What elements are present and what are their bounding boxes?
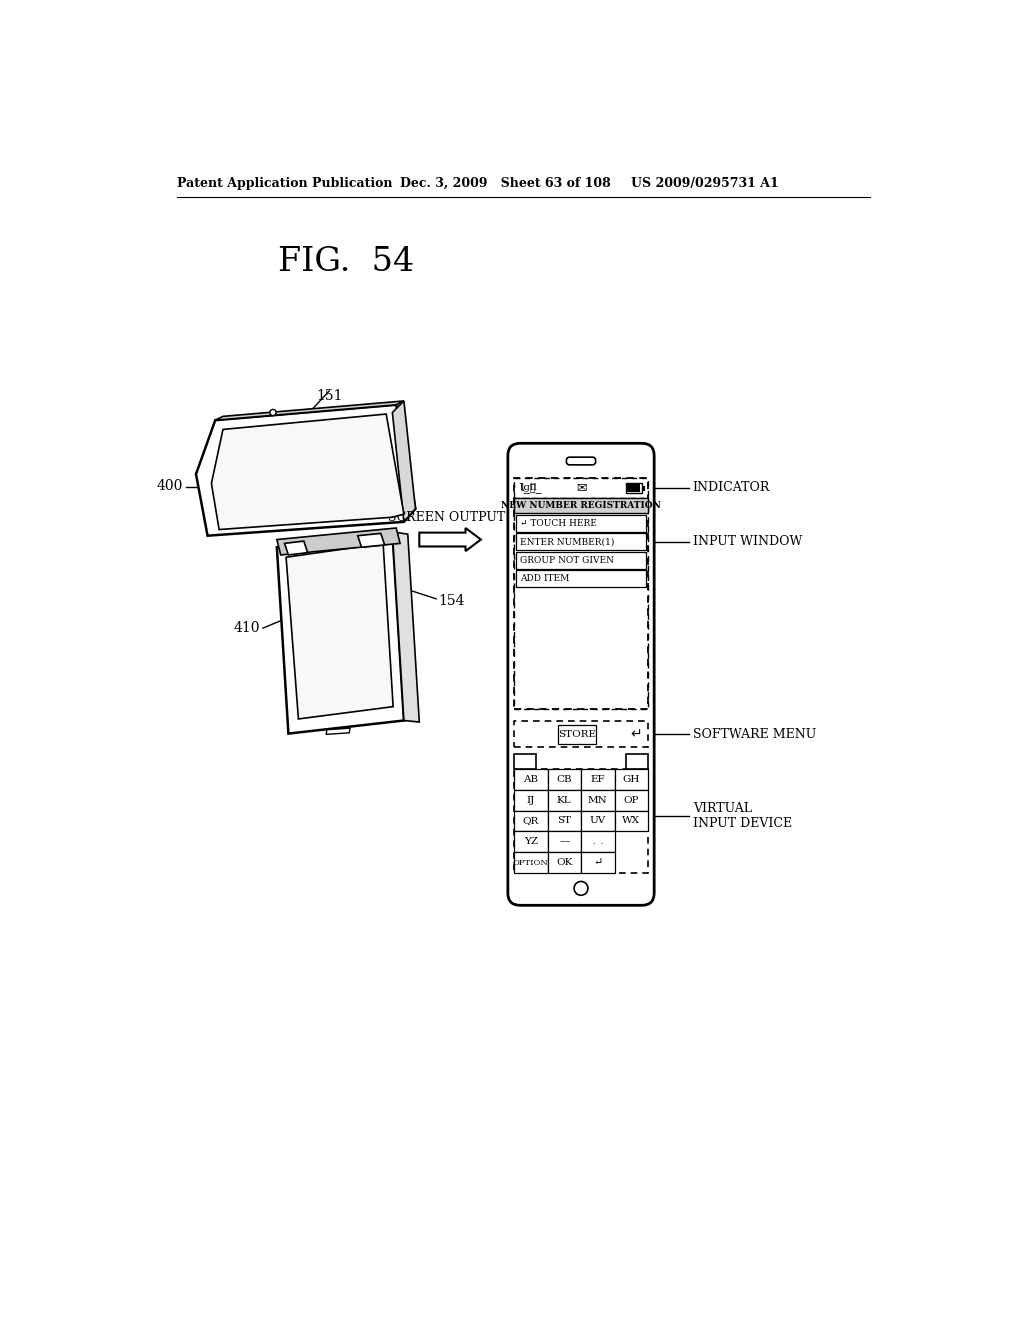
Polygon shape [215,401,403,420]
FancyBboxPatch shape [566,457,596,465]
Polygon shape [326,729,350,734]
Bar [514,498,648,709]
Text: 151: 151 [316,389,342,404]
Text: GROUP NOT GIVEN: GROUP NOT GIVEN [520,556,614,565]
Bar [514,721,648,747]
Text: NEW NUMBER REGISTRATION: NEW NUMBER REGISTRATION [501,502,660,510]
Bar [514,810,548,832]
Bar [581,832,614,853]
Text: WX: WX [623,817,640,825]
Text: ↵ TOUCH HERE: ↵ TOUCH HERE [520,519,597,528]
Text: ENTER NUMBER(1): ENTER NUMBER(1) [520,537,614,546]
Bar [548,789,581,810]
Text: lgll: lgll [520,483,537,492]
Bar [516,570,646,587]
Text: YZ: YZ [523,837,538,846]
FancyBboxPatch shape [508,444,654,906]
Bar [514,478,648,498]
Circle shape [574,882,588,895]
Polygon shape [357,533,385,548]
Bar [516,515,646,532]
Bar [614,810,648,832]
Text: OP: OP [624,796,639,805]
Bar [548,810,581,832]
Bar [514,770,648,873]
Bar [581,810,614,832]
Text: KL: KL [557,796,571,805]
Text: AB: AB [523,775,539,784]
Bar [514,832,548,853]
Text: SOFTWARE MENU: SOFTWARE MENU [692,727,816,741]
Bar [548,832,581,853]
Bar [614,789,648,810]
Text: EF: EF [591,775,605,784]
Bar [628,484,640,492]
Text: INPUT WINDOW: INPUT WINDOW [692,536,802,548]
Polygon shape [196,405,416,536]
Text: OPTION: OPTION [513,858,549,866]
Polygon shape [276,532,403,734]
Bar [581,853,614,873]
Text: —: — [559,837,569,846]
Polygon shape [211,414,403,529]
Text: SCREEN OUTPUT: SCREEN OUTPUT [388,511,505,524]
Text: 400: 400 [157,479,183,492]
Bar [514,498,648,513]
Text: UV: UV [590,817,606,825]
Bar [642,486,644,490]
Polygon shape [286,544,393,719]
Bar [514,754,536,770]
Bar [514,478,648,709]
Bar [548,770,581,789]
Text: Dec. 3, 2009   Sheet 63 of 108: Dec. 3, 2009 Sheet 63 of 108 [400,177,610,190]
Text: QR: QR [522,817,539,825]
Bar [548,853,581,873]
Bar [516,552,646,569]
FancyArrow shape [419,528,481,552]
Bar [514,770,548,789]
Text: l̲̲͟: l̲̲͟ [518,483,542,494]
Circle shape [270,409,276,416]
Text: FIG.  54: FIG. 54 [279,247,415,279]
Polygon shape [276,528,400,554]
Bar [558,725,596,743]
Bar [514,789,548,810]
Bar [614,770,648,789]
Polygon shape [392,532,419,722]
Text: OK: OK [556,858,572,867]
Text: MN: MN [588,796,607,805]
Text: VIRTUAL
INPUT DEVICE: VIRTUAL INPUT DEVICE [692,801,792,830]
Text: ✉: ✉ [575,482,587,495]
Bar [516,533,646,550]
Text: IJ: IJ [526,796,535,805]
Text: STORE: STORE [558,730,596,739]
Text: 154: 154 [438,594,465,609]
Polygon shape [285,541,307,554]
Bar [514,853,548,873]
Text: 410: 410 [233,622,260,635]
Text: ↵: ↵ [593,858,602,867]
Text: ADD ITEM: ADD ITEM [520,574,569,583]
Bar [581,770,614,789]
Text: Patent Application Publication: Patent Application Publication [177,177,392,190]
Text: .  .: . . [593,838,603,846]
Text: ST: ST [557,817,571,825]
Text: GH: GH [623,775,640,784]
Bar [627,754,648,770]
Bar [627,483,642,492]
Text: US 2009/0295731 A1: US 2009/0295731 A1 [631,177,779,190]
Text: INDICATOR: INDICATOR [692,482,770,495]
Text: ↵: ↵ [630,727,641,742]
Text: CB: CB [556,775,572,784]
Bar [581,789,614,810]
Polygon shape [392,401,416,521]
